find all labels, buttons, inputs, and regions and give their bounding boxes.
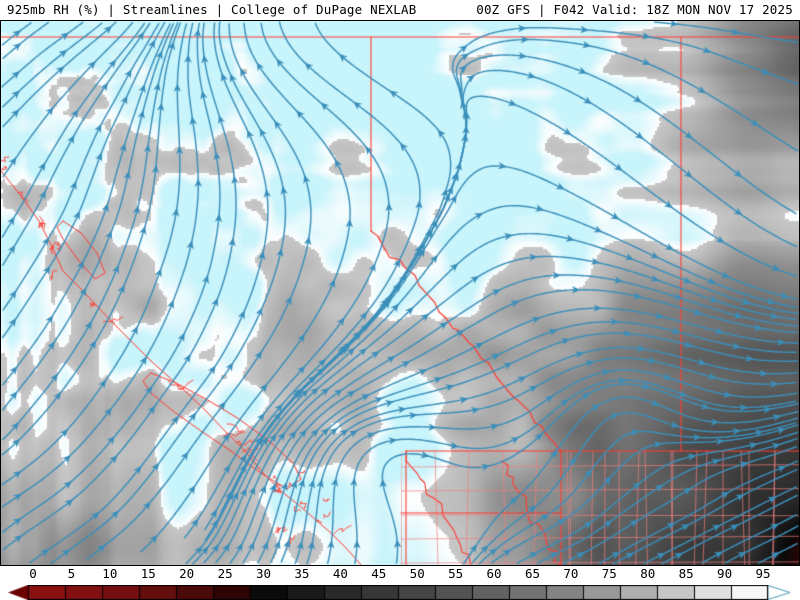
- colorbar-tick-50: 50: [409, 566, 425, 581]
- colorbar-tick-45: 45: [371, 566, 387, 581]
- colorbar-tick-40: 40: [332, 566, 348, 581]
- colorbar-tick-35: 35: [294, 566, 310, 581]
- colorbar-tick-90: 90: [717, 566, 733, 581]
- colorbar: [0, 585, 800, 600]
- colorbar-tick-labels: 0 5 10 15 20 25 30 35 40 45 50 55 60 65 70 75 80 85 90 95: [0, 566, 800, 583]
- header-bar: 925mb RH (%) | Streamlines | College of …: [0, 0, 800, 20]
- map-image[interactable]: [1, 21, 799, 565]
- colorbar-tick-75: 75: [601, 566, 617, 581]
- colorbar-tick-5: 5: [67, 566, 76, 581]
- header-left-title: 925mb RH (%) | Streamlines | College of …: [7, 2, 417, 17]
- colorbar-tick-85: 85: [678, 566, 694, 581]
- header-right-model-valid: 00Z GFS | F042 Valid: 18Z MON NOV 17 202…: [476, 2, 793, 17]
- colorbar-tick-80: 80: [640, 566, 656, 581]
- colorbar-tick-65: 65: [524, 566, 540, 581]
- colorbar-tick-95: 95: [755, 566, 771, 581]
- map-panel[interactable]: [0, 20, 800, 566]
- colorbar-tick-30: 30: [255, 566, 272, 581]
- colorbar-tick-70: 70: [563, 566, 579, 581]
- colorbar-gradient: [0, 585, 800, 600]
- colorbar-area: 0 5 10 15 20 25 30 35 40 45 50 55 60 65 70 75 80 85 90 95: [0, 566, 800, 600]
- colorbar-tick-0: 0: [29, 566, 37, 581]
- colorbar-tick-25: 25: [217, 566, 233, 581]
- colorbar-tick-20: 20: [179, 566, 195, 581]
- colorbar-tick-60: 60: [486, 566, 502, 581]
- colorbar-tick-15: 15: [140, 566, 156, 581]
- colorbar-tick-55: 55: [448, 566, 464, 581]
- colorbar-tick-10: 10: [102, 566, 118, 581]
